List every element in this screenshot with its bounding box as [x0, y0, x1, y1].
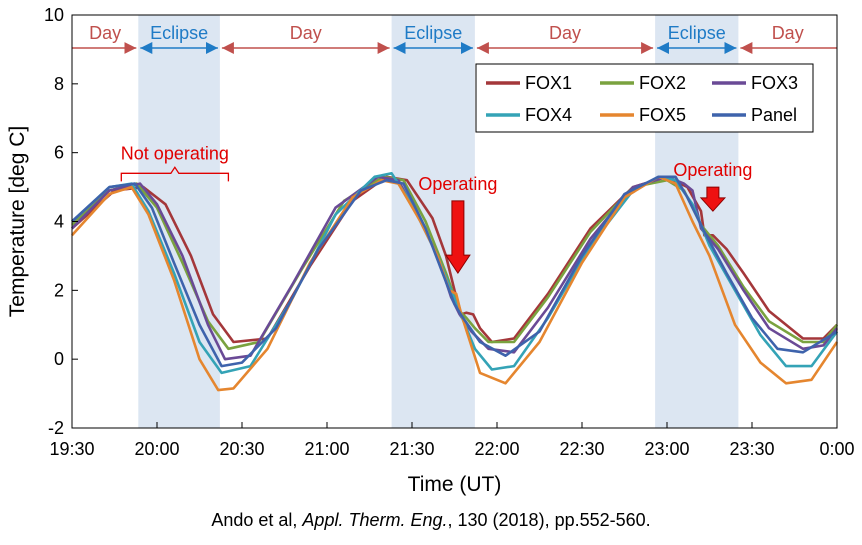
annotation-not-operating: Not operating	[121, 143, 229, 163]
x-tick-label: 20:30	[219, 439, 264, 459]
legend: FOX1 FOX2 FOX3 FOX4 FOX5 Panel	[475, 63, 814, 133]
y-axis-label: Temperature [deg C]	[6, 126, 29, 317]
legend-label-fox4: FOX4	[525, 105, 572, 125]
x-tick-label: 19:30	[49, 439, 94, 459]
annotations: Not operating Operating Operating	[120, 143, 752, 275]
phase-label-day: Day	[290, 23, 322, 43]
x-tick-label: 0:00	[819, 439, 854, 459]
not-operating-brace	[120, 166, 230, 182]
citation-authors: Ando et al,	[211, 510, 303, 530]
y-tick-label: 4	[54, 212, 64, 232]
y-tick-label: 2	[54, 280, 64, 300]
x-tick-label: 22:30	[559, 439, 604, 459]
operating-arrow	[699, 186, 727, 212]
x-tick-label: 23:30	[729, 439, 774, 459]
y-tick-label: -2	[48, 418, 64, 438]
series-line-fox1	[71, 175, 838, 344]
y-tick-label: 0	[54, 349, 64, 369]
phase-label-day: Day	[772, 23, 804, 43]
legend-label-fox5: FOX5	[639, 105, 686, 125]
x-tick-label: 21:00	[304, 439, 349, 459]
legend-label-fox3: FOX3	[751, 73, 798, 93]
annotation-operating: Operating	[418, 174, 497, 194]
citation-details: , 130 (2018), pp.552-560.	[447, 510, 651, 530]
x-tick-label: 23:00	[644, 439, 689, 459]
axes: -2 0 2 4 6 8 10 19:30 20:00 20:30 21:00 21:30 22:00 2…	[6, 5, 855, 496]
y-tick-label: 8	[54, 74, 64, 94]
citation-journal: Appl. Therm. Eng.	[302, 510, 448, 530]
series-line-panel	[71, 175, 838, 368]
y-tick-label: 6	[54, 143, 64, 163]
phase-labels: Day Eclipse Day Eclipse Day Eclipse Day	[72, 23, 837, 54]
x-tick-label: 21:30	[389, 439, 434, 459]
series-line-fox5	[71, 175, 839, 392]
series-lines	[71, 172, 839, 392]
phase-label-eclipse: Eclipse	[150, 23, 208, 43]
annotation-operating: Operating	[673, 160, 752, 180]
x-tick-label: 22:00	[474, 439, 519, 459]
legend-label-panel: Panel	[751, 105, 797, 125]
phase-label-day: Day	[89, 23, 121, 43]
y-tick-label: 10	[44, 5, 64, 25]
citation: Ando et al, Appl. Therm. Eng., 130 (2018…	[0, 510, 862, 531]
legend-label-fox1: FOX1	[525, 73, 572, 93]
legend-label-fox2: FOX2	[639, 73, 686, 93]
phase-label-eclipse: Eclipse	[668, 23, 726, 43]
phase-label-day: Day	[549, 23, 581, 43]
phase-label-eclipse: Eclipse	[404, 23, 462, 43]
legend-box	[475, 63, 814, 133]
operating-arrow	[444, 200, 471, 275]
x-axis-label: Time (UT)	[408, 473, 502, 496]
x-tick-label: 20:00	[134, 439, 179, 459]
